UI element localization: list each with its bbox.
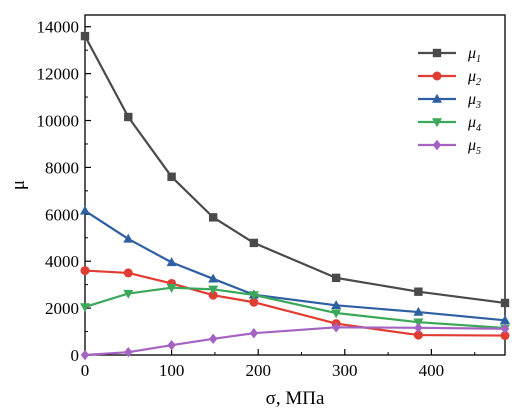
plot-frame [84, 14, 506, 356]
series-line [84, 35, 506, 305]
data-point [166, 284, 177, 293]
data-point [208, 273, 219, 283]
legend-subscript: 5 [476, 146, 481, 157]
y-tick-label: 10000 [37, 112, 80, 131]
series-line [84, 269, 506, 337]
plot-border [84, 14, 506, 356]
y-axis: 0 2000 4000 6000 8000 10000 12000 14000 [37, 18, 91, 365]
series-3 [80, 205, 510, 324]
legend-item-3: μ3 [418, 91, 481, 111]
data-point [331, 322, 341, 333]
series-layer [80, 31, 510, 361]
y-tick-label: 8000 [45, 158, 79, 177]
series-1 [80, 31, 510, 308]
legend-marker [432, 93, 442, 103]
data-point [249, 327, 259, 339]
data-point [80, 349, 90, 361]
x-tick-label: 100 [159, 361, 185, 380]
data-point [167, 339, 176, 351]
x-tick-label: 300 [332, 361, 358, 380]
data-point [80, 205, 90, 215]
data-point [208, 285, 219, 295]
data-point [413, 330, 423, 340]
x-axis-title: σ, МПа [266, 388, 325, 409]
y-tick-label: 12000 [37, 65, 80, 84]
series-line [84, 326, 506, 357]
legend-label: μ3 [467, 91, 481, 111]
data-point [331, 300, 342, 309]
data-point [249, 297, 259, 307]
data-point [124, 112, 133, 122]
legend-label: μ1 [467, 45, 481, 65]
data-point [414, 287, 423, 296]
data-point [123, 233, 134, 243]
data-point [80, 31, 90, 41]
y-axis-title: μ [8, 180, 29, 190]
y-tick-label: 2000 [45, 299, 79, 318]
data-point [500, 315, 510, 324]
legend: μ1 μ2 μ3 μ4 μ5 [418, 45, 481, 157]
data-point [500, 298, 510, 308]
data-point [331, 273, 341, 283]
legend-subscript: 1 [476, 54, 481, 65]
y-tick-label: 0 [71, 346, 80, 365]
data-point [124, 346, 133, 358]
legend-item-5: μ5 [418, 137, 481, 157]
data-point [167, 172, 176, 181]
legend-marker [432, 118, 442, 128]
data-point [208, 333, 218, 345]
series-5 [80, 322, 510, 361]
data-point [80, 303, 90, 313]
data-point [500, 323, 510, 334]
x-tick-label: 200 [245, 361, 271, 380]
data-point [80, 266, 90, 276]
data-point [331, 309, 342, 319]
legend-item-1: μ1 [418, 45, 481, 65]
series-line [84, 286, 506, 330]
legend-marker [432, 139, 442, 151]
series-line [84, 209, 506, 322]
data-point [248, 291, 259, 301]
data-point [414, 322, 423, 333]
x-tick-label: 0 [81, 361, 90, 380]
legend-subscript: 3 [475, 100, 481, 111]
data-point [123, 289, 134, 299]
legend-item-4: μ4 [418, 114, 481, 134]
legend-marker [432, 48, 442, 58]
legend-label: μ5 [467, 137, 481, 157]
legend-marker [432, 71, 442, 81]
data-point [500, 331, 510, 341]
y-tick-label: 4000 [45, 252, 79, 271]
y-tick-label: 14000 [37, 18, 80, 37]
x-axis: 0 100 200 300 400 [81, 349, 476, 380]
legend-subscript: 4 [476, 123, 481, 134]
legend-subscript: 2 [476, 77, 481, 88]
data-point [208, 213, 218, 222]
data-point [123, 268, 133, 278]
series-4 [80, 284, 510, 334]
x-tick-label: 400 [419, 361, 445, 380]
data-point [208, 290, 218, 300]
data-point [166, 257, 177, 267]
data-point [249, 238, 259, 248]
legend-item-2: μ2 [418, 68, 481, 88]
legend-label: μ2 [467, 68, 481, 88]
y-tick-label: 6000 [45, 205, 79, 224]
data-point [413, 306, 424, 316]
legend-label: μ4 [467, 114, 481, 134]
